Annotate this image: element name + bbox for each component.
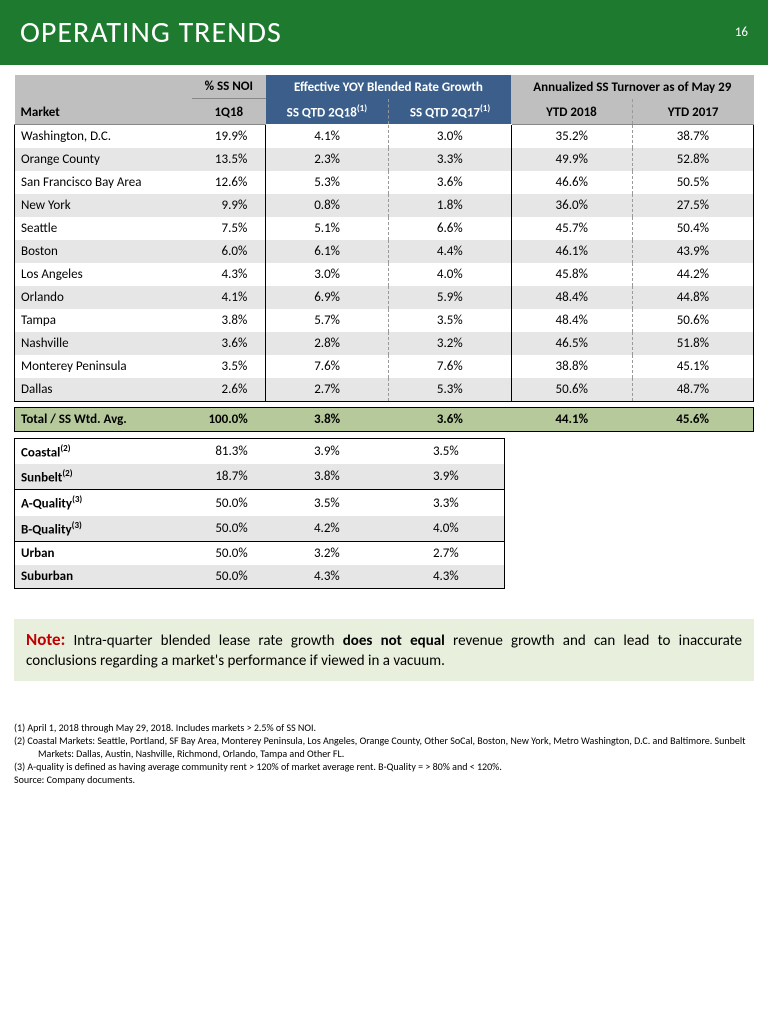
col-q218: SS QTD 2Q18(1)	[266, 99, 389, 125]
note-box: Note: Intra-quarter blended lease rate g…	[14, 619, 754, 681]
note-emphasis: does not equal	[343, 632, 445, 650]
footnotes: (1) April 1, 2018 through May 29, 2018. …	[14, 721, 754, 786]
content-area: % SS NOI Effective YOY Blended Rate Grow…	[0, 65, 768, 800]
footnote-2: (2) Coastal Markets: Seattle, Portland, …	[14, 734, 754, 760]
col-ytd18: YTD 2018	[511, 99, 632, 125]
col-q217: SS QTD 2Q17(1)	[388, 99, 511, 125]
note-text-pre: Intra-quarter blended lease rate growth	[65, 632, 342, 650]
table-row: Sunbelt(2)18.7%3.8%3.9%	[15, 464, 505, 490]
page-title: OPERATING TRENDS	[20, 14, 282, 51]
table-row: Suburban50.0%4.3%4.3%	[15, 565, 505, 589]
total-row: Total / SS Wtd. Avg. 100.0% 3.8% 3.6% 44…	[15, 407, 754, 431]
col-blended: Effective YOY Blended Rate Growth	[266, 75, 511, 99]
table-row: Dallas2.6%2.7%5.3%50.6%48.7%	[15, 378, 754, 402]
table-row: Coastal(2)81.3%3.9%3.5%	[15, 438, 505, 464]
table-row: Urban50.0%3.2%2.7%	[15, 542, 505, 566]
footnote-1: (1) April 1, 2018 through May 29, 2018. …	[14, 721, 754, 734]
col-market: Market	[15, 99, 192, 125]
col-ytd17: YTD 2017	[632, 99, 753, 125]
table-row: San Francisco Bay Area12.6%5.3%3.6%46.6%…	[15, 171, 754, 194]
table-row: B-Quality(3)50.0%4.2%4.0%	[15, 516, 505, 542]
operating-table: % SS NOI Effective YOY Blended Rate Grow…	[14, 75, 754, 432]
col-ssnoi: % SS NOI	[192, 75, 266, 99]
table-row: Nashville3.6%2.8%3.2%46.5%51.8%	[15, 332, 754, 355]
table-row: Los Angeles4.3%3.0%4.0%45.8%44.2%	[15, 263, 754, 286]
table-row: A-Quality(3)50.0%3.5%3.3%	[15, 490, 505, 516]
secondary-table: Coastal(2)81.3%3.9%3.5%Sunbelt(2)18.7%3.…	[14, 438, 505, 589]
table-row: Seattle7.5%5.1%6.6%45.7%50.4%	[15, 217, 754, 240]
page-number: 16	[735, 25, 748, 40]
col-turnover: Annualized SS Turnover as of May 29	[511, 75, 753, 99]
footnote-source: Source: Company documents.	[14, 773, 754, 786]
footnote-3: (3) A-quality is defined as having avera…	[14, 760, 754, 773]
table-row: Orange County13.5%2.3%3.3%49.9%52.8%	[15, 148, 754, 171]
slide-header: OPERATING TRENDS 16	[0, 0, 768, 65]
table-row: Tampa3.8%5.7%3.5%48.4%50.6%	[15, 309, 754, 332]
table-row: Boston6.0%6.1%4.4%46.1%43.9%	[15, 240, 754, 263]
note-label: Note:	[26, 629, 65, 650]
table-row: Washington, D.C.19.9%4.1%3.0%35.2%38.7%	[15, 124, 754, 148]
table-row: Monterey Peninsula3.5%7.6%7.6%38.8%45.1%	[15, 355, 754, 378]
table-row: Orlando4.1%6.9%5.9%48.4%44.8%	[15, 286, 754, 309]
table-row: New York9.9%0.8%1.8%36.0%27.5%	[15, 194, 754, 217]
col-1q18: 1Q18	[192, 99, 266, 125]
